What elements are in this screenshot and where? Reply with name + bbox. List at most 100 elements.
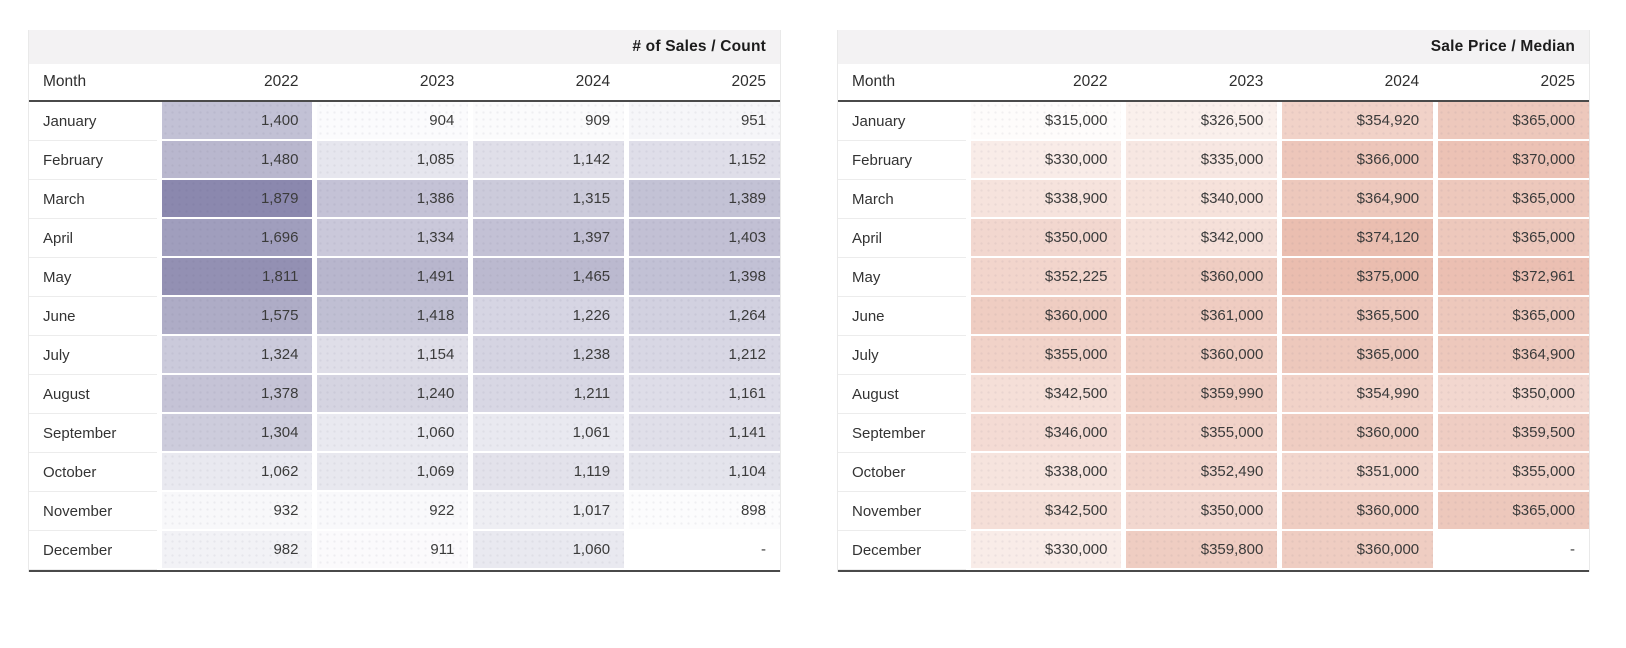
value-cell[interactable]: $354,990 [1277,375,1434,414]
value-cell[interactable]: 1,119 [468,453,625,492]
value-cell[interactable]: $366,000 [1277,141,1434,180]
value-cell[interactable]: 1,141 [624,414,780,453]
value-cell[interactable]: 922 [312,492,469,531]
month-cell[interactable]: September [29,414,157,453]
value-cell[interactable]: 1,104 [624,453,780,492]
value-cell[interactable]: - [1433,531,1589,570]
value-cell[interactable]: $361,000 [1121,297,1278,336]
value-cell[interactable]: 1,389 [624,180,780,219]
year-column-header[interactable]: 2023 [1121,64,1278,102]
value-cell[interactable]: 1,264 [624,297,780,336]
value-cell[interactable]: 1,480 [156,141,313,180]
value-cell[interactable]: 1,491 [312,258,469,297]
value-cell[interactable]: 1,403 [624,219,780,258]
value-cell[interactable]: $351,000 [1277,453,1434,492]
value-cell[interactable]: 1,017 [468,492,625,531]
value-cell[interactable]: $364,900 [1433,336,1589,375]
value-cell[interactable]: 1,240 [312,375,469,414]
value-cell[interactable]: $340,000 [1121,180,1278,219]
value-cell[interactable]: $360,000 [1277,492,1434,531]
value-cell[interactable]: 1,811 [156,258,313,297]
value-cell[interactable]: $370,000 [1433,141,1589,180]
value-cell[interactable]: $360,000 [1277,531,1434,570]
value-cell[interactable]: $350,000 [1121,492,1278,531]
value-cell[interactable]: 1,418 [312,297,469,336]
month-cell[interactable]: March [29,180,157,219]
value-cell[interactable]: $350,000 [1433,375,1589,414]
month-cell[interactable]: May [29,258,157,297]
value-cell[interactable]: $375,000 [1277,258,1434,297]
year-column-header[interactable]: 2025 [624,64,780,102]
year-column-header[interactable]: 2025 [1433,64,1589,102]
value-cell[interactable]: $352,225 [965,258,1122,297]
value-cell[interactable]: $364,900 [1277,180,1434,219]
month-cell[interactable]: November [838,492,966,531]
value-cell[interactable]: 909 [468,102,625,141]
value-cell[interactable]: 1,152 [624,141,780,180]
value-cell[interactable]: 1,154 [312,336,469,375]
value-cell[interactable]: 1,238 [468,336,625,375]
month-cell[interactable]: November [29,492,157,531]
value-cell[interactable]: 1,398 [624,258,780,297]
value-cell[interactable]: $365,000 [1277,336,1434,375]
month-cell[interactable]: March [838,180,966,219]
value-cell[interactable]: 951 [624,102,780,141]
value-cell[interactable]: 1,226 [468,297,625,336]
value-cell[interactable]: $342,000 [1121,219,1278,258]
value-cell[interactable]: $352,490 [1121,453,1278,492]
value-cell[interactable]: 1,062 [156,453,313,492]
value-cell[interactable]: $360,000 [1277,414,1434,453]
year-column-header[interactable]: 2022 [156,64,313,102]
month-column-header[interactable]: Month [838,64,966,102]
value-cell[interactable]: 1,304 [156,414,313,453]
value-cell[interactable]: 1,069 [312,453,469,492]
month-cell[interactable]: February [838,141,966,180]
month-cell[interactable]: April [838,219,966,258]
month-cell[interactable]: August [29,375,157,414]
year-column-header[interactable]: 2023 [312,64,469,102]
value-cell[interactable]: $365,000 [1433,297,1589,336]
value-cell[interactable]: 982 [156,531,313,570]
value-cell[interactable]: $342,500 [965,492,1122,531]
value-cell[interactable]: $365,000 [1433,180,1589,219]
value-cell[interactable]: 1,161 [624,375,780,414]
month-cell[interactable]: January [29,102,157,141]
value-cell[interactable]: $350,000 [965,219,1122,258]
month-cell[interactable]: May [838,258,966,297]
value-cell[interactable]: $326,500 [1121,102,1278,141]
value-cell[interactable]: $359,800 [1121,531,1278,570]
value-cell[interactable]: $355,000 [965,336,1122,375]
year-column-header[interactable]: 2024 [468,64,625,102]
value-cell[interactable]: 1,879 [156,180,313,219]
value-cell[interactable]: $346,000 [965,414,1122,453]
month-cell[interactable]: August [838,375,966,414]
month-cell[interactable]: September [838,414,966,453]
month-cell[interactable]: June [838,297,966,336]
value-cell[interactable]: $360,000 [965,297,1122,336]
value-cell[interactable]: $354,920 [1277,102,1434,141]
value-cell[interactable]: 1,465 [468,258,625,297]
value-cell[interactable]: $360,000 [1121,336,1278,375]
month-cell[interactable]: December [838,531,966,570]
value-cell[interactable]: 1,400 [156,102,313,141]
value-cell[interactable]: $365,000 [1433,219,1589,258]
value-cell[interactable]: $330,000 [965,141,1122,180]
value-cell[interactable]: 911 [312,531,469,570]
value-cell[interactable]: 1,060 [468,531,625,570]
value-cell[interactable]: 898 [624,492,780,531]
value-cell[interactable]: 1,378 [156,375,313,414]
value-cell[interactable]: 1,315 [468,180,625,219]
value-cell[interactable]: 1,211 [468,375,625,414]
month-cell[interactable]: July [29,336,157,375]
month-cell[interactable]: January [838,102,966,141]
month-cell[interactable]: July [838,336,966,375]
value-cell[interactable]: $374,120 [1277,219,1434,258]
month-cell[interactable]: February [29,141,157,180]
value-cell[interactable]: 932 [156,492,313,531]
value-cell[interactable]: $365,000 [1433,102,1589,141]
month-column-header[interactable]: Month [29,64,157,102]
value-cell[interactable]: $355,000 [1433,453,1589,492]
value-cell[interactable]: $360,000 [1121,258,1278,297]
value-cell[interactable]: $365,500 [1277,297,1434,336]
value-cell[interactable]: 1,060 [312,414,469,453]
